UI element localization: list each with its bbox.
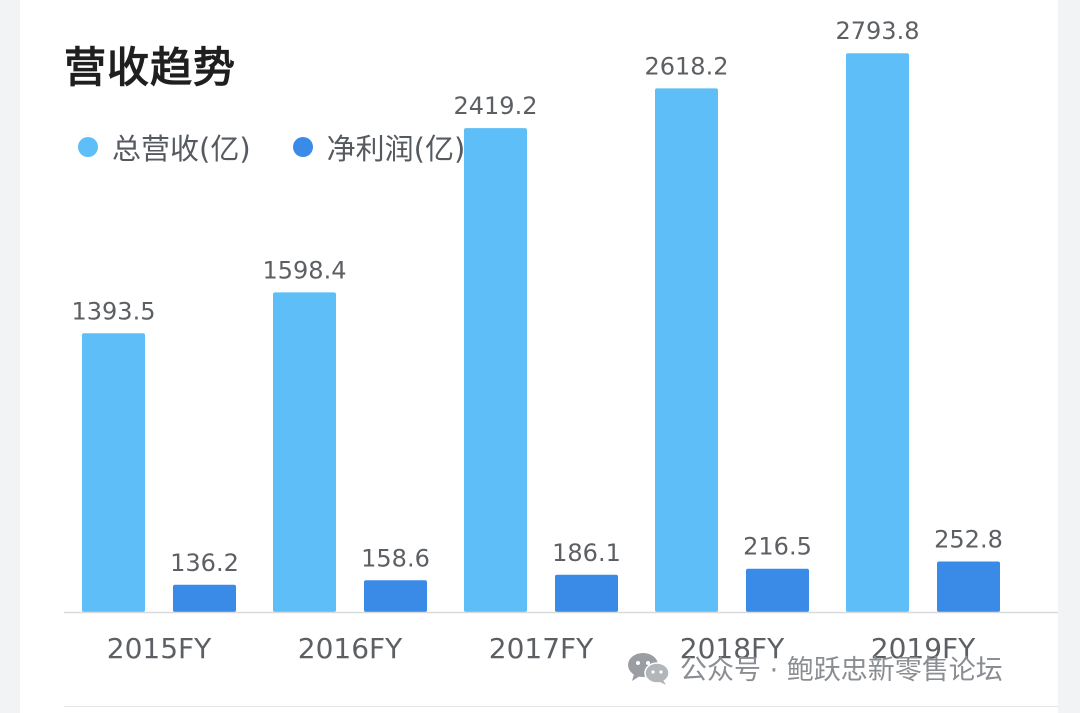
legend-item-profit[interactable]: 净利润(亿) (292, 126, 466, 168)
bar-revenue-2018FY[interactable] (655, 88, 718, 613)
data-label-revenue-2015FY: 1393.5 (72, 297, 156, 325)
data-label-profit-2017FY: 186.1 (552, 539, 621, 567)
x-tick-label-2018FY: 2018FY (680, 632, 785, 665)
legend-item-revenue[interactable]: 总营收(亿) (78, 126, 251, 168)
data-label-profit-2018FY: 216.5 (743, 533, 812, 561)
wechat-icon (628, 652, 670, 685)
legend-label-revenue: 总营收(亿) (112, 132, 251, 166)
bar-chart: 1393.5 136.2 2015FY 1598.4 158.6 2016FY 2419.2… (64, 17, 1058, 665)
data-label-revenue-2016FY: 1598.4 (263, 256, 347, 284)
bar-revenue-2019FY[interactable] (846, 53, 909, 613)
bar-profit-2016FY[interactable] (364, 580, 427, 612)
bar-profit-2015FY[interactable] (173, 584, 236, 612)
data-label-profit-2016FY: 158.6 (361, 544, 430, 572)
bar-profit-2018FY[interactable] (746, 568, 809, 612)
footer-divider (64, 706, 1058, 707)
legend-swatch-revenue (78, 137, 98, 157)
data-label-revenue-2019FY: 2793.8 (836, 17, 920, 45)
data-label-profit-2015FY: 136.2 (170, 549, 239, 577)
chart-card: 营收趋势 总营收(亿) 净利润(亿) 1393.5 136.2 2015FY 1598… (20, 0, 1058, 713)
legend-swatch-profit (292, 137, 313, 157)
watermark-text: 公众号 · 鲍跃忠新零售论坛 (680, 655, 1003, 686)
bar-profit-2019FY[interactable] (937, 561, 1000, 612)
bar-revenue-2015FY[interactable] (82, 333, 145, 612)
legend-label-profit: 净利润(亿) (326, 132, 466, 166)
x-tick-label-2019FY: 2019FY (871, 632, 976, 665)
chart-legend: 总营收(亿) 净利润(亿) (78, 126, 507, 168)
data-label-profit-2019FY: 252.8 (934, 525, 1003, 553)
bar-profit-2017FY[interactable] (555, 574, 618, 612)
bar-revenue-2016FY[interactable] (273, 292, 336, 612)
x-tick-label-2017FY: 2017FY (489, 632, 594, 665)
x-tick-label-2016FY: 2016FY (298, 632, 403, 665)
data-label-revenue-2017FY: 2419.2 (454, 92, 538, 120)
watermark: 公众号 · 鲍跃忠新零售论坛 (626, 648, 1003, 687)
chart-title: 营收趋势 (64, 43, 237, 92)
data-label-revenue-2018FY: 2618.2 (645, 52, 729, 80)
bar-revenue-2017FY[interactable] (464, 128, 527, 612)
x-tick-label-2015FY: 2015FY (107, 632, 212, 665)
